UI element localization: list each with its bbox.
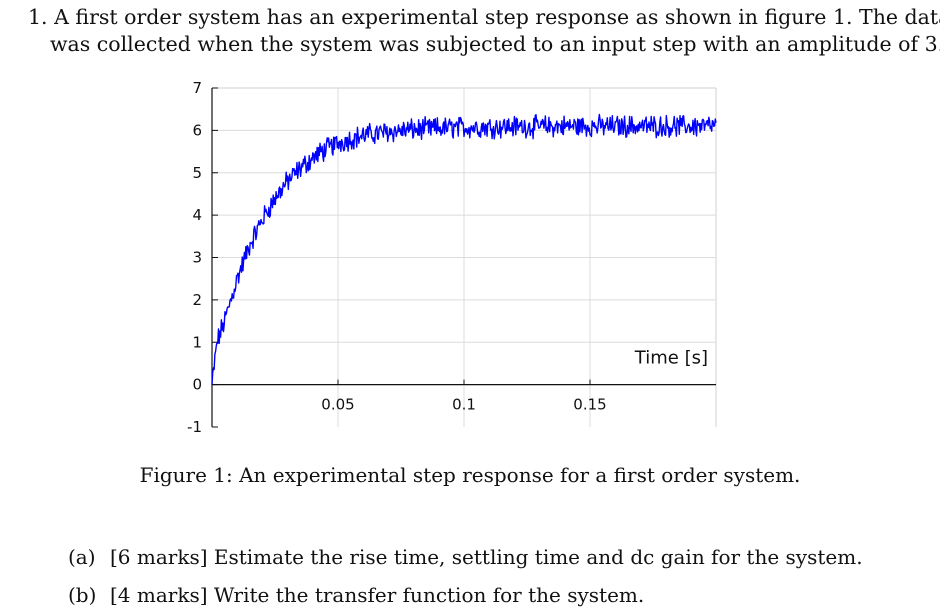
series-line-response — [211, 113, 717, 385]
y-tick-label-7: 6 — [192, 121, 202, 139]
y-tick-label-3: 2 — [192, 291, 202, 309]
y-tick-label-6: 5 — [192, 164, 202, 182]
x-tick-label-2: 0.15 — [573, 396, 606, 414]
question-line-1: 1. A first order system has an experimen… — [28, 5, 940, 29]
y-tick-label-1: 0 — [192, 376, 202, 394]
y-tick-label-2: 1 — [192, 333, 202, 351]
question-parts: (a) [6 marks] Estimate the rise time, set… — [68, 538, 863, 614]
part-b: (b) [4 marks] Write the transfer function… — [68, 576, 863, 614]
y-tick-label-4: 3 — [192, 249, 202, 267]
question-line-2: was collected when the system was subjec… — [50, 32, 940, 56]
y-tick-label-5: 4 — [192, 206, 202, 224]
part-b-label: (b) — [68, 583, 97, 607]
y-tick-label-0: -1 — [187, 418, 202, 436]
part-a: (a) [6 marks] Estimate the rise time, set… — [68, 538, 863, 576]
question-text: 1. A first order system has an experimen… — [28, 4, 940, 58]
x-tick-label-0: 0.05 — [321, 396, 354, 414]
part-a-text: [6 marks] Estimate the rise time, settli… — [110, 545, 863, 569]
step-response-chart: -1 0 1 2 3 4 5 6 7 0.05 0.1 0.15 Time [s] — [187, 79, 717, 436]
x-tick-label-1: 0.1 — [452, 396, 476, 414]
x-axis-label: Time [s] — [634, 347, 708, 368]
y-tick-label-8: 7 — [192, 79, 202, 97]
figure-caption: Figure 1: An experimental step response … — [139, 463, 801, 487]
part-a-label: (a) — [68, 545, 96, 569]
part-b-text: [4 marks] Write the transfer function fo… — [110, 583, 645, 607]
